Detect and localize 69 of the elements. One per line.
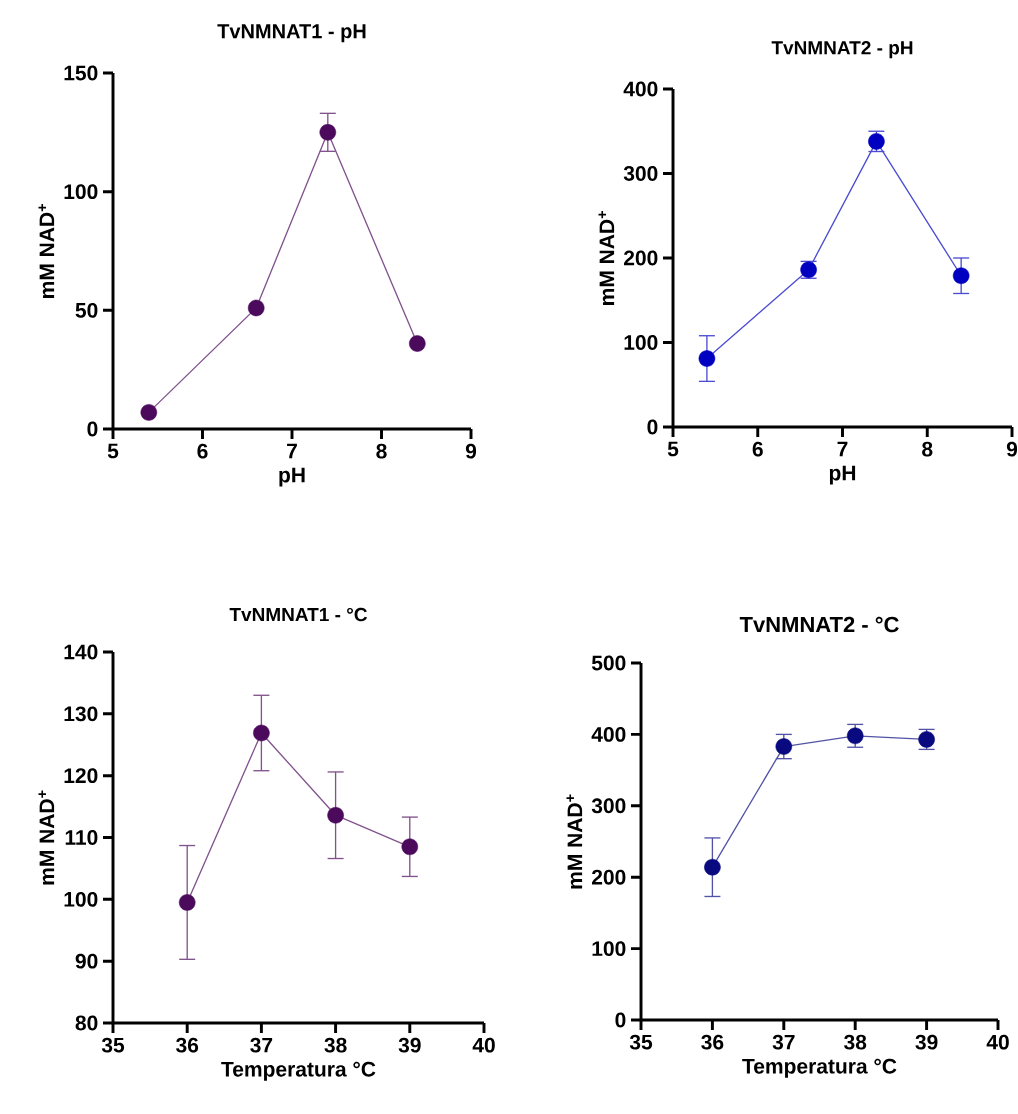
point — [775, 738, 793, 755]
x-tick-label: 7 — [837, 441, 848, 457]
point — [952, 267, 970, 285]
chart-title: TvNMNAT1 - °C — [229, 607, 368, 622]
y-tick-label: 130 — [64, 706, 98, 722]
point — [327, 806, 344, 824]
y-tick-label: 200 — [591, 869, 626, 885]
y-tick-label: 50 — [75, 302, 98, 318]
point — [253, 724, 270, 742]
point — [698, 350, 716, 367]
x-axis-title: pH — [279, 467, 305, 487]
y-tick-label: 0 — [615, 1012, 626, 1028]
chart-title: TvNMNAT2 - °C — [739, 616, 899, 633]
y-axis-title: mM NAD$^{+}$ — [598, 210, 615, 305]
chart-title: TvNMNAT2 - pH — [771, 41, 913, 59]
y-tick-label: 100 — [592, 941, 626, 957]
x-tick-label: 6 — [197, 443, 208, 459]
y-tick-label: 100 — [64, 184, 98, 200]
x-tick-label: 6 — [752, 441, 763, 457]
x-tick-label: 38 — [844, 1034, 867, 1050]
x-tick-label: 37 — [250, 1037, 273, 1053]
x-axis-title: Temperatura °C — [742, 1058, 897, 1078]
x-tick-label: 38 — [324, 1037, 347, 1053]
y-tick-label: 150 — [64, 65, 98, 81]
point — [401, 838, 419, 856]
x-axis-title: Temperatura °C — [221, 1061, 376, 1081]
x-tick-label: 35 — [629, 1034, 653, 1050]
point — [178, 894, 196, 911]
y-axis-title: mM NAD$^{+}$ — [38, 203, 55, 298]
x-tick-label: 5 — [667, 441, 679, 457]
y-tick-label: 400 — [591, 726, 626, 742]
x-tick-label: 7 — [287, 443, 297, 459]
x-tick-label: 9 — [1006, 441, 1018, 457]
y-tick-label: 0 — [87, 421, 98, 437]
x-tick-label: 39 — [398, 1037, 421, 1053]
y-tick-label: 500 — [591, 655, 626, 671]
point — [846, 727, 864, 745]
point — [140, 404, 158, 421]
x-tick-label: 39 — [915, 1034, 938, 1050]
x-tick-label: 37 — [772, 1034, 795, 1050]
chart-title: TvNMNAT1 - pH — [217, 24, 366, 43]
x-tick-label: 36 — [176, 1037, 199, 1053]
x-tick-label: 40 — [472, 1037, 495, 1053]
x-axis-title: pH — [829, 465, 856, 485]
y-tick-label: 80 — [75, 1015, 98, 1031]
y-axis-title: mM NAD$^{+}$ — [566, 794, 583, 889]
y-tick-label: 90 — [75, 953, 98, 969]
x-tick-label: 8 — [922, 441, 933, 457]
y-tick-label: 100 — [624, 335, 658, 350]
y-tick-label: 120 — [64, 768, 98, 784]
y-tick-label: 200 — [623, 250, 658, 266]
x-tick-label: 36 — [701, 1034, 724, 1050]
y-tick-label: 140 — [64, 644, 98, 660]
y-tick-label: 300 — [623, 166, 658, 181]
y-tick-label: 300 — [591, 798, 626, 814]
point — [409, 335, 426, 352]
x-tick-label: 5 — [107, 443, 119, 459]
x-tick-label: 8 — [376, 443, 387, 459]
y-tick-label: 110 — [65, 830, 98, 845]
point — [247, 299, 265, 317]
point — [319, 124, 337, 141]
y-tick-label: 100 — [64, 891, 98, 907]
y-tick-label: 0 — [647, 419, 658, 435]
point — [704, 858, 721, 876]
x-tick-label: 40 — [986, 1034, 1009, 1050]
x-tick-label: 9 — [465, 443, 477, 459]
x-tick-label: 35 — [101, 1037, 125, 1053]
y-tick-label: 400 — [623, 81, 658, 97]
y-axis-title: mM NAD$^{+}$ — [38, 790, 55, 885]
